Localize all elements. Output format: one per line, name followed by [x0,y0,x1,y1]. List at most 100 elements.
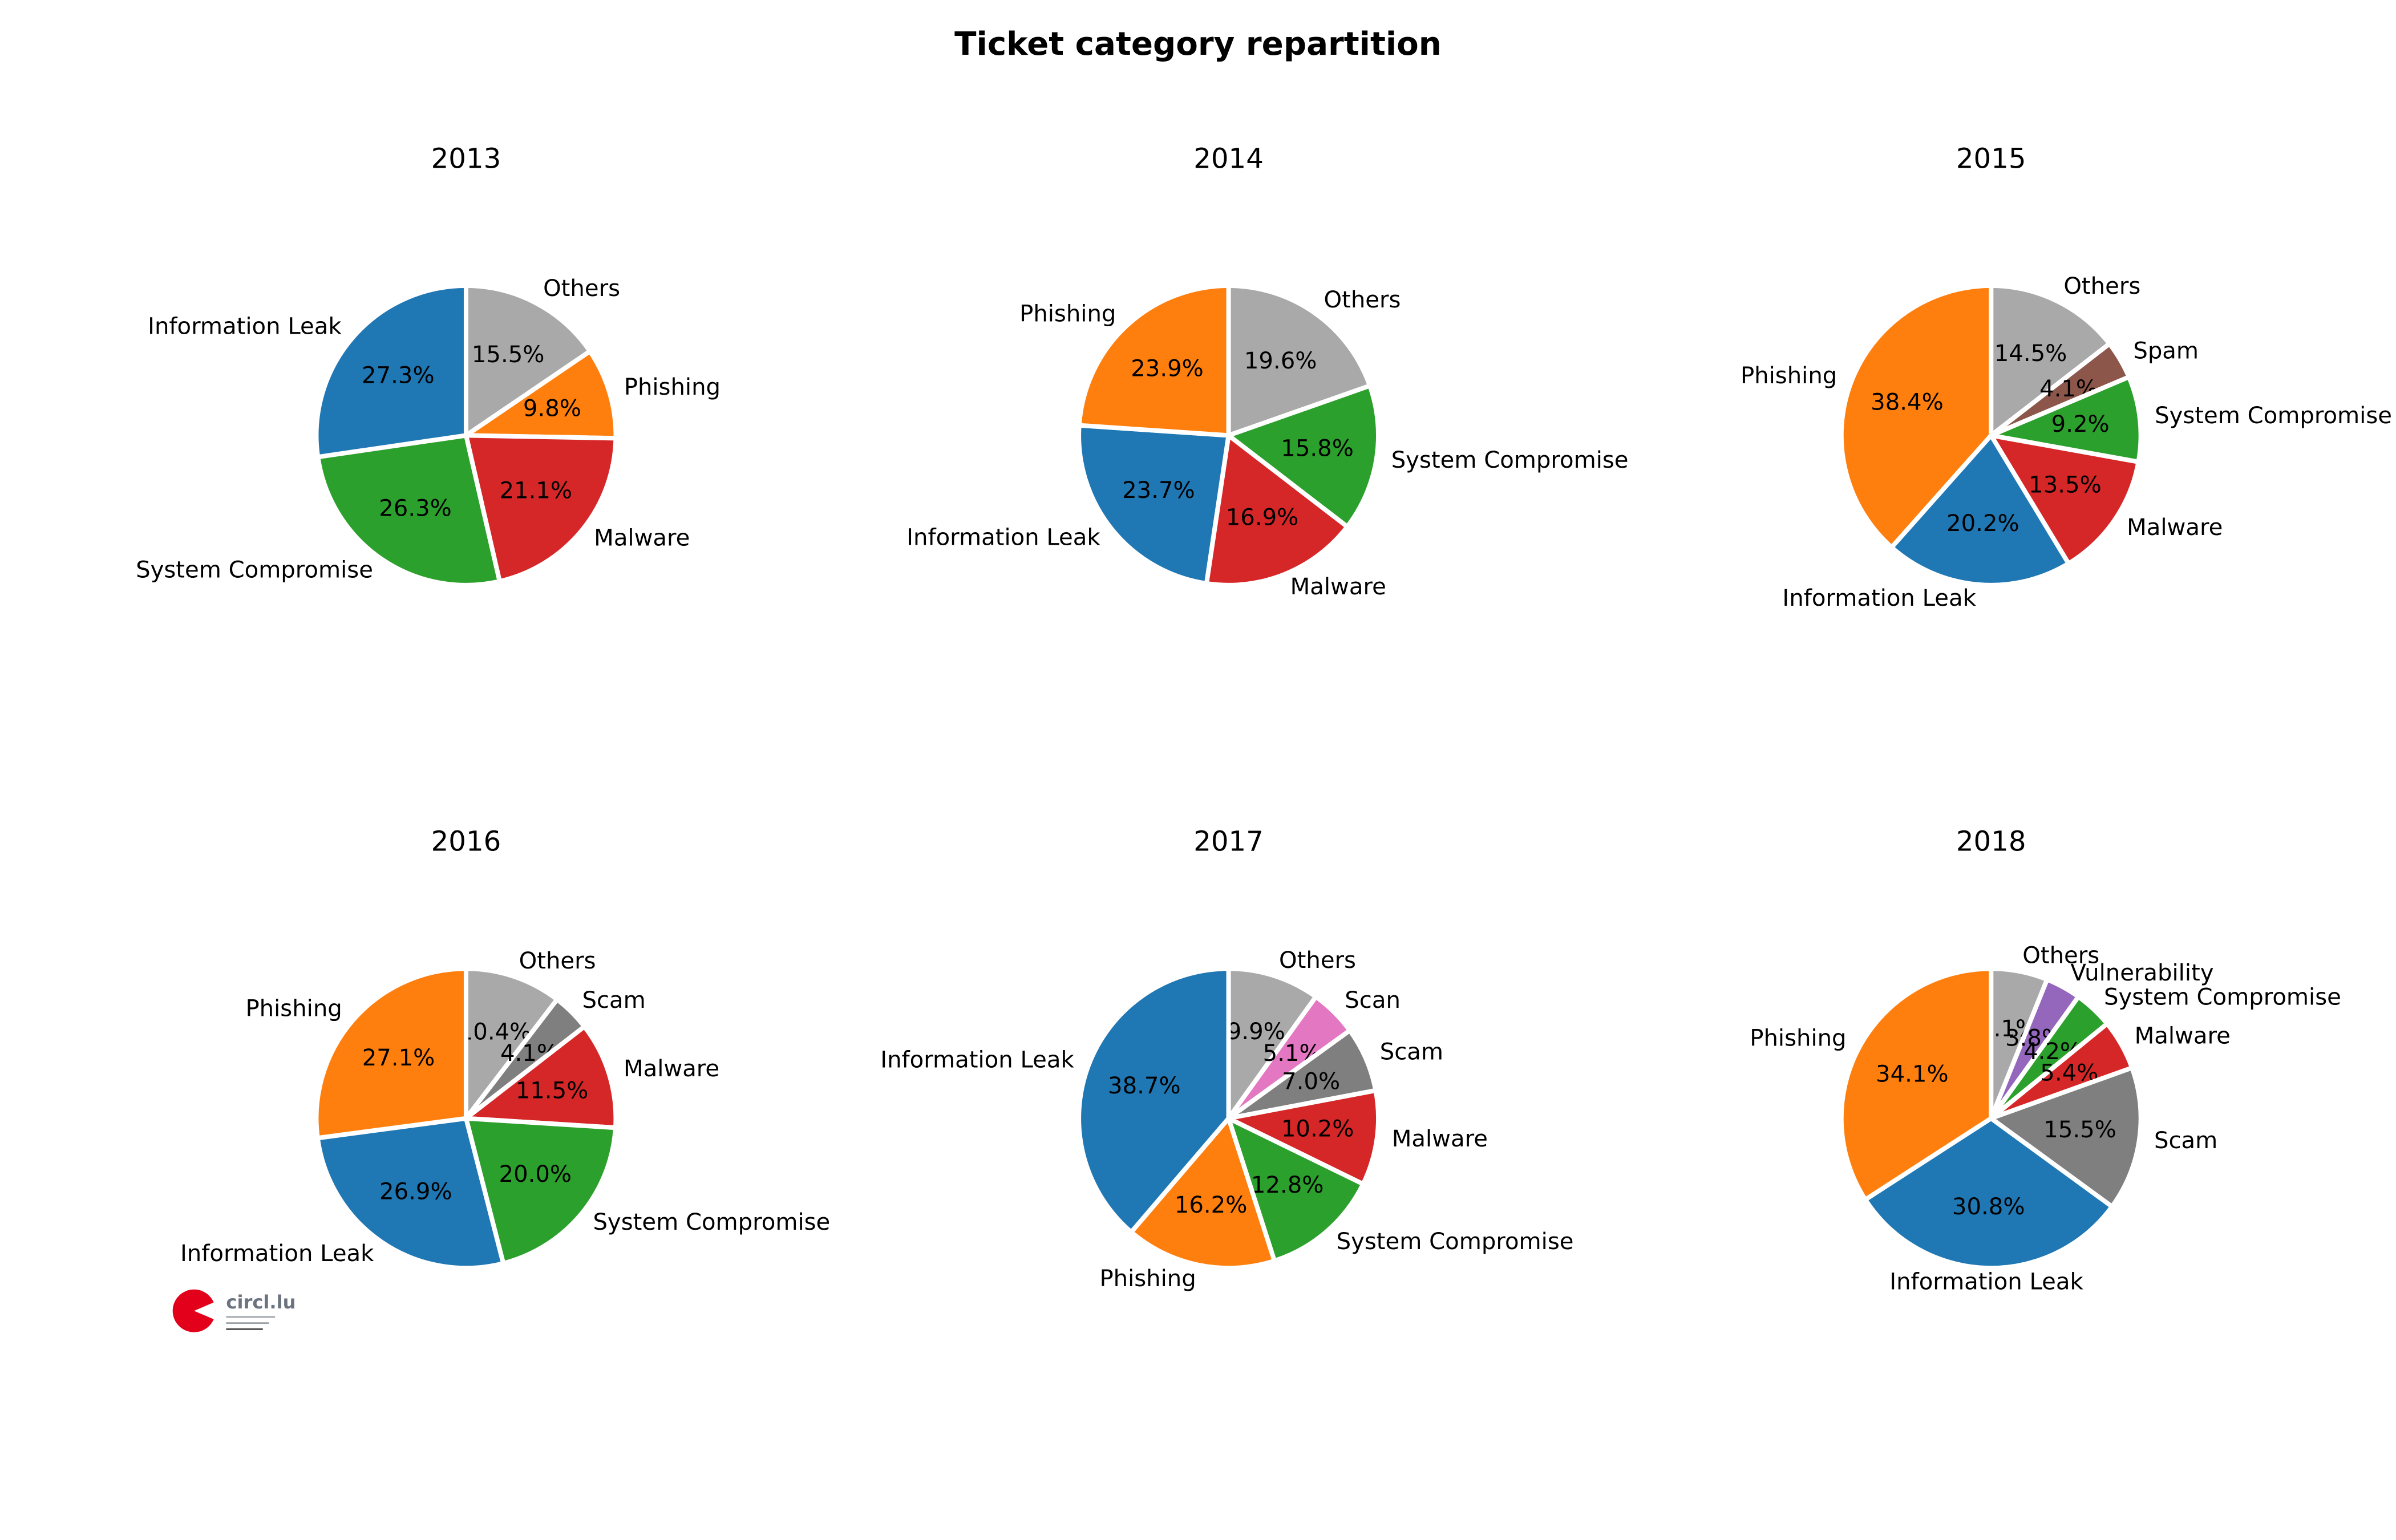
slice-label: Scam [582,987,645,1014]
pie-slice [1128,1116,1277,1271]
pie-slice [1989,433,2141,566]
slice-label: System Compromise [1391,447,1629,473]
value-label: 23.9% [1131,355,1204,382]
pie-slice [1076,966,1231,1235]
value-label: 12.8% [1251,1172,1324,1198]
value-label: 13.5% [2029,472,2102,499]
pie-slice [1839,283,1994,550]
pie-slice [1226,383,1381,529]
figure-title: Ticket category repartition [954,26,1442,63]
logo-icon-cut [194,1302,216,1320]
pie-title: 2013 [431,143,501,175]
pie-slice [1839,966,1994,1202]
pie-title: 2017 [1193,826,1264,858]
value-label: 38.7% [1108,1073,1181,1099]
slice-label: Others [1279,947,1356,974]
pie-slice [463,966,560,1121]
slice-label: Phishing [1741,363,1837,389]
slice-label: Others [2063,273,2140,299]
slice-label: Information Leak [180,1241,374,1267]
value-label: 26.9% [379,1178,452,1205]
logo-icon [172,1289,216,1332]
pie-slice [314,283,468,460]
value-label: 7.0% [1282,1068,1340,1095]
slice-label: Others [519,948,596,974]
slice-label: Phishing [245,995,342,1022]
slice-label: Phishing [624,374,721,400]
slice-label: Malware [2127,514,2223,541]
pie-title: 2018 [1956,826,2026,858]
pie-title: 2015 [1956,143,2026,175]
pie-slice [314,966,468,1141]
slice-label: Malware [624,1056,719,1082]
pie-slice [1226,1088,1381,1186]
value-label: 15.8% [1281,435,1354,461]
value-label: 15.5% [2043,1117,2116,1143]
slice-label: Others [2022,942,2099,968]
pie-slice [463,1024,618,1130]
pie-slice [1989,1065,2143,1209]
value-label: 20.2% [1946,510,2019,537]
slice-label: Malware [1392,1126,1488,1152]
pie-title: 2014 [1193,143,1264,175]
pie-slice [1989,283,2112,438]
logo: circl.lu [172,1289,296,1332]
value-label: 26.3% [379,495,452,521]
pie-slice [1204,433,1350,587]
pie-slice [315,1116,506,1271]
slice-label: Vulnerability [2070,960,2213,986]
slice-label: Information Leak [880,1047,1074,1073]
slice-label: System Compromise [2104,984,2341,1010]
slice-label: Phishing [1099,1266,1196,1292]
slice-label: Phishing [1019,301,1116,327]
value-label: 16.9% [1226,504,1299,530]
value-label: 9.8% [523,396,581,422]
slice-label: Information Leak [1889,1269,2083,1295]
slice-label: Information Leak [1782,585,1976,611]
value-label: 16.2% [1175,1192,1248,1218]
value-label: 27.3% [362,362,435,388]
slice-label: Information Leak [148,313,342,339]
slice-label: Malware [1290,574,1386,600]
slice-label: Malware [2135,1023,2231,1049]
value-label: 10.4% [459,1019,532,1045]
pie-slice [463,348,618,441]
pie-slice [1226,1116,1366,1263]
pie-slice [1076,423,1231,586]
value-label: 30.8% [1952,1194,2025,1220]
slice-label: System Compromise [136,557,373,583]
value-label: 14.5% [1994,341,2067,367]
slice-label: System Compromise [593,1209,830,1235]
slice-label: Scan [1345,987,1401,1014]
pie-slice [315,433,502,587]
value-label: 15.5% [472,342,545,368]
pie-title: 2016 [431,826,501,858]
value-label: 10.2% [1281,1116,1354,1142]
pie-slice [1863,1116,2115,1271]
slice-label: Spam [2133,338,2199,364]
value-label: 21.1% [499,478,572,504]
value-label: 9.9% [1227,1019,1285,1045]
value-label: 11.5% [516,1077,589,1104]
value-label: 38.4% [1871,389,1944,415]
value-label: 20.0% [499,1161,572,1188]
value-label: 27.1% [362,1045,435,1071]
value-label: 9.2% [2051,411,2110,437]
pie-slice [1076,283,1231,438]
slice-label: System Compromise [2155,403,2392,429]
slice-label: System Compromise [1337,1229,1574,1255]
logo-text: circl.lu [226,1291,296,1313]
pie-slice [1889,433,2071,587]
value-label: 34.1% [1876,1061,1949,1087]
pie-slice [463,283,593,438]
value-label: 23.7% [1122,477,1195,504]
pie-slice [463,1116,618,1266]
slice-label: Others [543,275,620,302]
slice-label: Scam [1380,1039,1443,1065]
slice-label: Scam [2154,1128,2217,1154]
pie-slice [463,433,618,584]
value-label: 19.6% [1244,348,1317,374]
pie-slice [1226,966,1318,1121]
